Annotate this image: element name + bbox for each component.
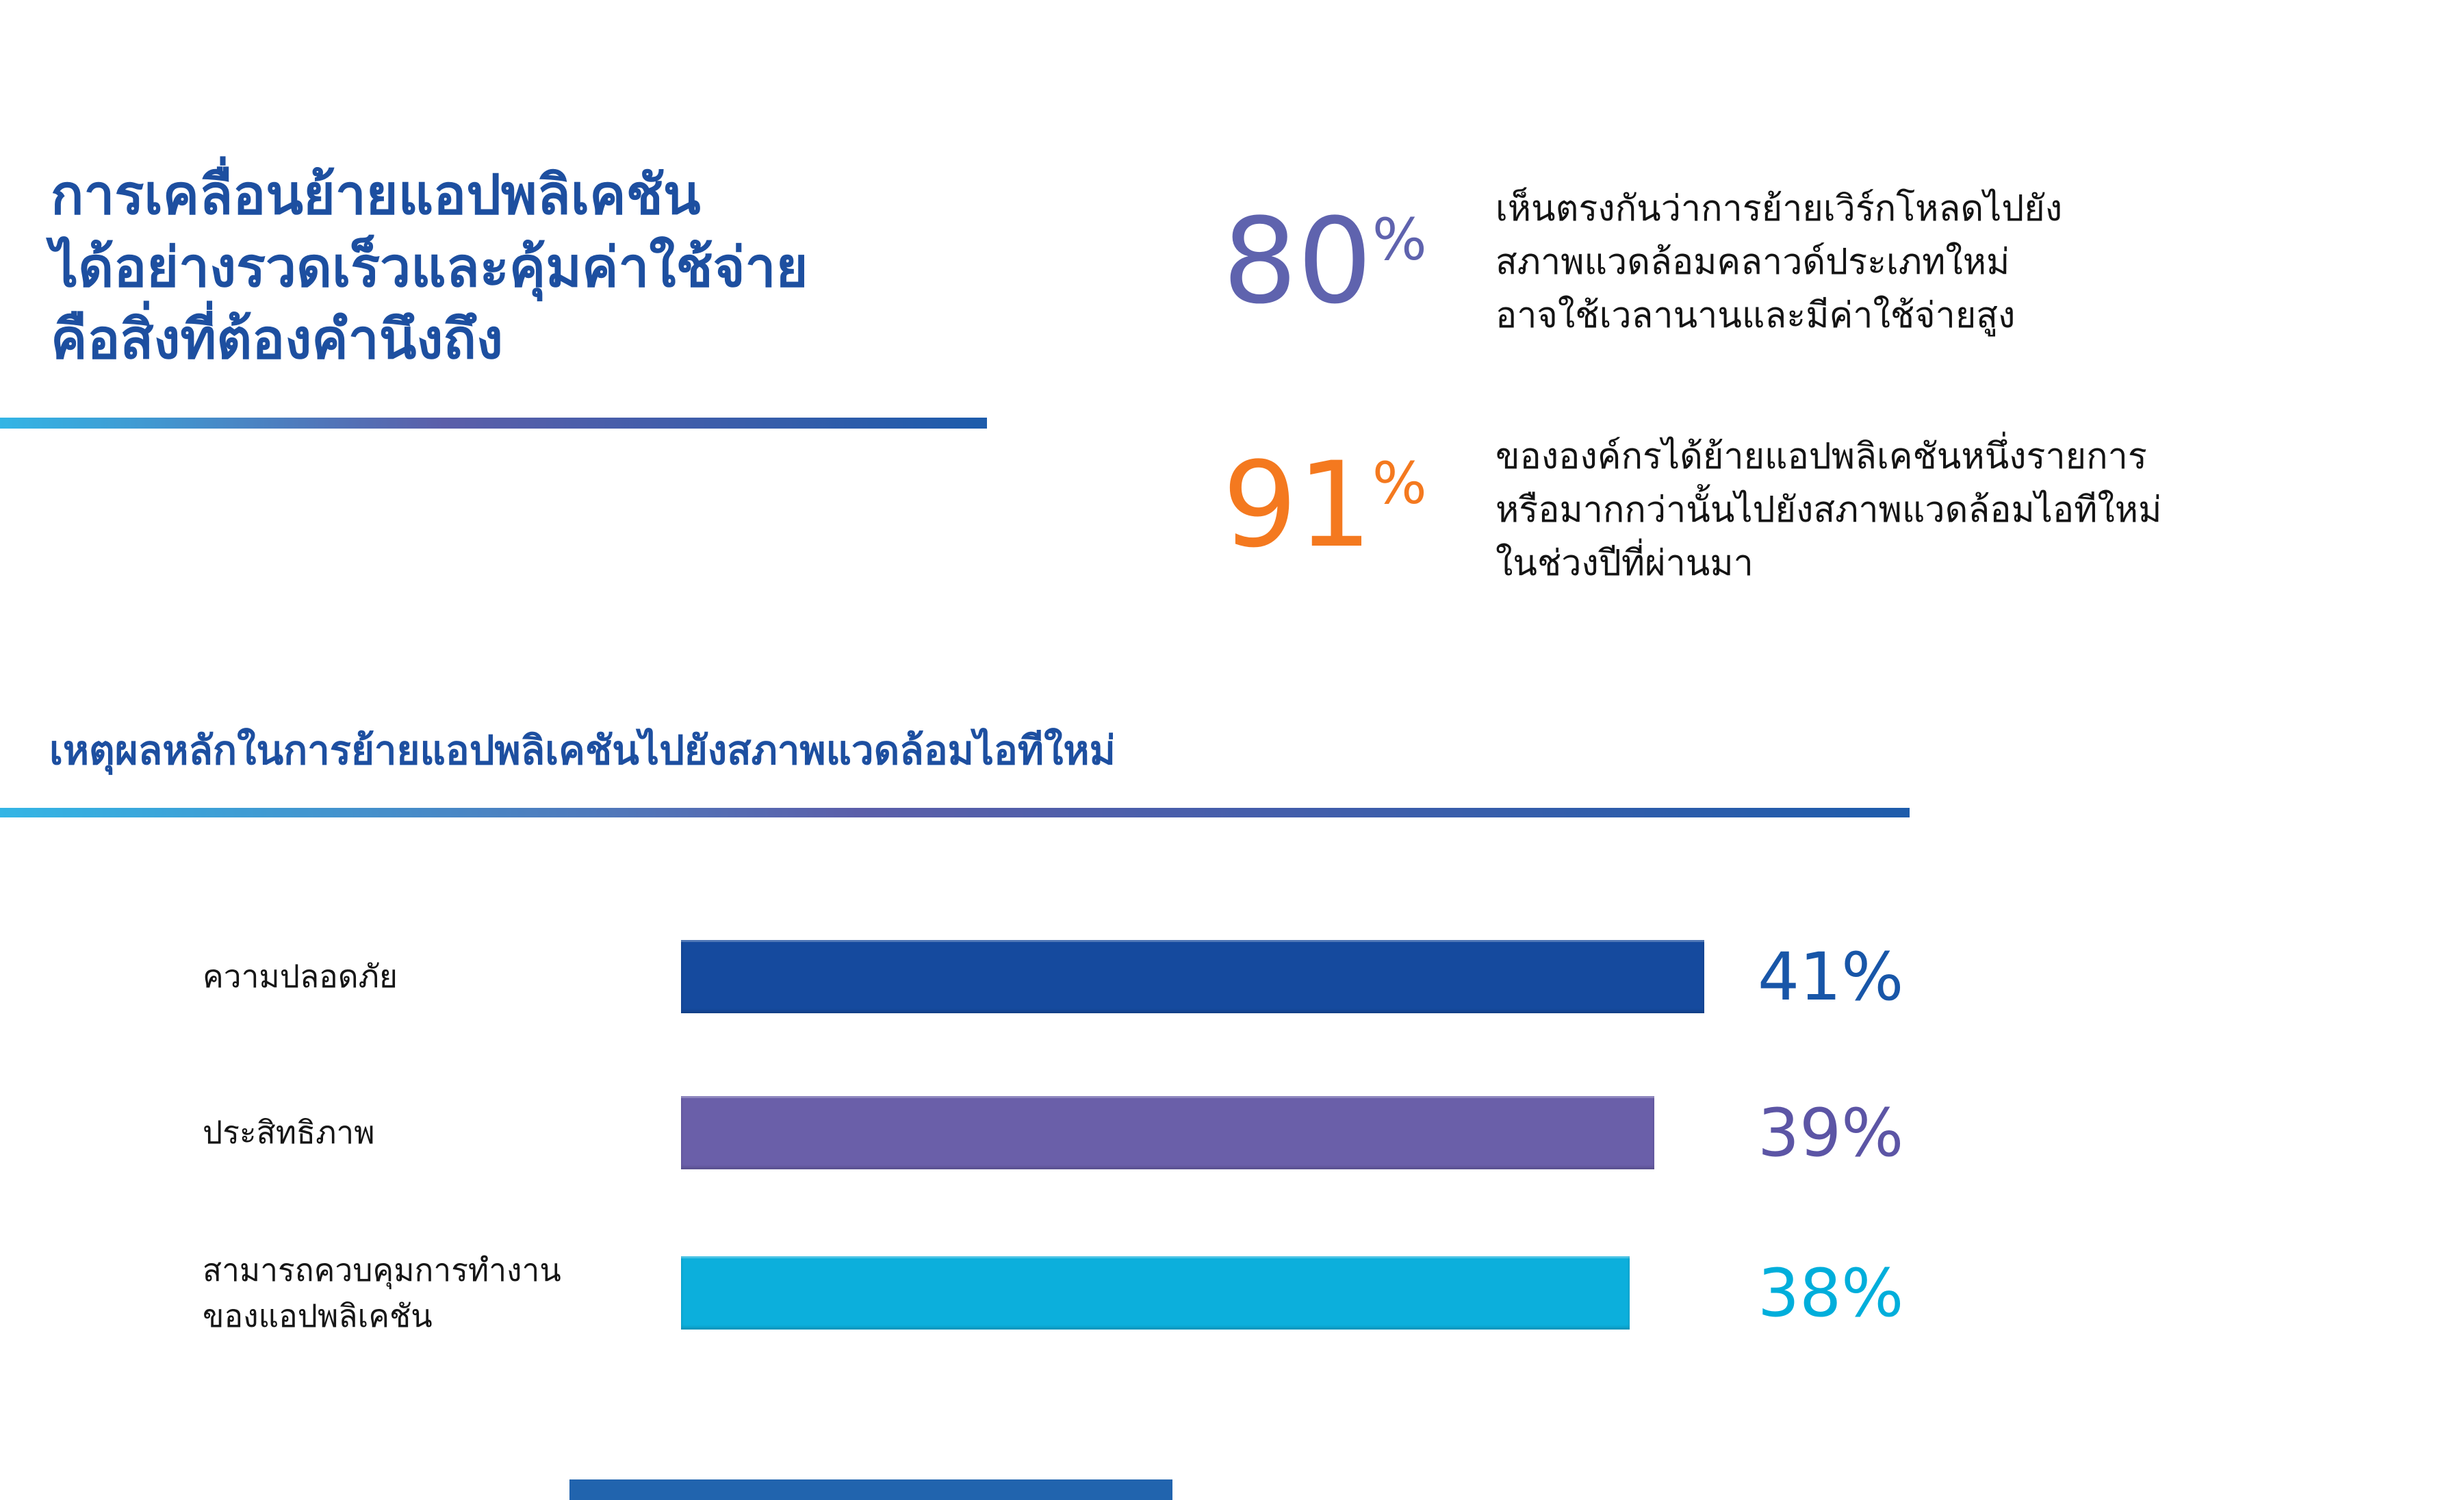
bar-track xyxy=(681,940,1704,1013)
bar-value-label: 39% xyxy=(1758,1094,1904,1171)
chart-row-app-control: สามารถควบคุมการทำงาน ของแอปพลิเคชัน 38% xyxy=(0,1251,2464,1334)
title-gradient-divider xyxy=(0,418,987,429)
stat-description-line: ขององค์กรได้ย้ายแอปพลิเคชันหนึ่งรายการ xyxy=(1496,436,2147,477)
bar-fill xyxy=(681,1256,1630,1330)
bar-track xyxy=(681,1256,1704,1330)
bottom-accent-bar xyxy=(569,1479,1172,1500)
page-title-line-3: คือสิ่งที่ต้องคำนึงถึง xyxy=(51,307,503,372)
stat-value-80: 80% xyxy=(1222,203,1427,320)
page-title-line-1: การเคลื่อนย้ายแอปพลิเคชัน xyxy=(51,163,701,227)
page-title-line-2: ได้อย่างรวดเร็วและคุ้มค่าใช้จ่าย xyxy=(51,235,808,299)
stat-description-line: ในช่วงปีที่ผ่านมา xyxy=(1496,543,1754,584)
stat-number-text: 91 xyxy=(1222,436,1372,574)
bar-category-label-line: ความปลอดภัย xyxy=(203,958,398,995)
chart-row-security: ความปลอดภัย 41% xyxy=(0,940,2464,1013)
stat-description-line: หรือมากกว่านั้นไปยังสภาพแวดล้อมไอทีใหม่ xyxy=(1496,490,2162,531)
chart-section-heading: เหตุผลหลักในการย้ายแอปพลิเคชันไปยังสภาพแ… xyxy=(49,727,1116,774)
page-title: การเคลื่อนย้ายแอปพลิเคชัน ได้อย่างรวดเร็… xyxy=(51,159,1118,376)
percent-sign: % xyxy=(1372,206,1427,273)
bar-category-label: สามารถควบคุมการทำงาน ของแอปพลิเคชัน xyxy=(0,1247,681,1338)
stat-description-line: อาจใช้เวลานานและมีค่าใช้จ่ายสูง xyxy=(1496,295,2016,336)
bar-category-label-line: สามารถควบคุมการทำงาน xyxy=(203,1251,561,1288)
bar-value-label: 38% xyxy=(1758,1254,1904,1332)
stat-description-80: เห็นตรงกันว่าการย้ายเวิร์กโหลดไปยัง สภาพ… xyxy=(1496,182,2426,342)
bar-track xyxy=(681,1096,1704,1169)
stat-value-91: 91% xyxy=(1222,446,1427,564)
bar-value-label: 41% xyxy=(1758,938,1904,1015)
stat-description-91: ขององค์กรได้ย้ายแอปพลิเคชันหนึ่งรายการ ห… xyxy=(1496,430,2426,590)
stat-description-line: เห็นตรงกันว่าการย้ายเวิร์กโหลดไปยัง xyxy=(1496,188,2063,229)
bar-category-label: ประสิทธิภาพ xyxy=(0,1110,681,1156)
percent-sign: % xyxy=(1372,450,1427,517)
bar-category-label: ความปลอดภัย xyxy=(0,954,681,1000)
section-gradient-divider xyxy=(0,808,1910,817)
bar-fill xyxy=(681,940,1704,1013)
bar-category-label-line: ประสิทธิภาพ xyxy=(203,1114,375,1152)
stat-number-text: 80 xyxy=(1222,192,1372,330)
bar-category-label-line: ของแอปพลิเคชัน xyxy=(203,1297,433,1334)
bar-fill xyxy=(681,1096,1655,1169)
chart-row-efficiency: ประสิทธิภาพ 39% xyxy=(0,1096,2464,1169)
stat-description-line: สภาพแวดล้อมคลาวด์ประเภทใหม่ xyxy=(1496,242,2010,283)
